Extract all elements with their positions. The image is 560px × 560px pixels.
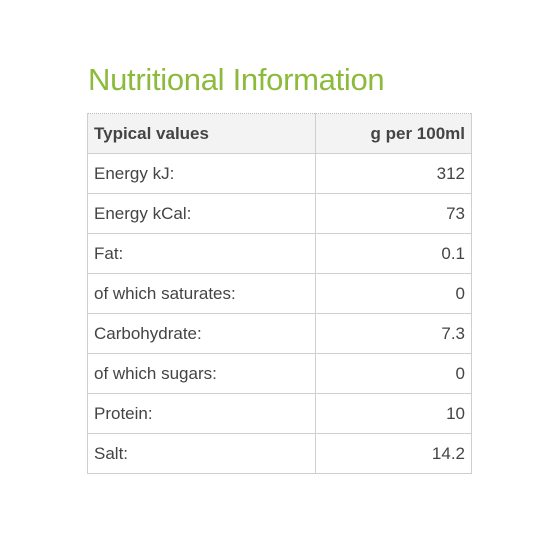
nutrient-label: Salt: [87,433,316,474]
nutrient-label: Energy kCal: [87,193,316,234]
page-title: Nutritional Information [88,62,385,97]
column-header-typical-values: Typical values [87,113,316,154]
table-row: Carbohydrate: 7.3 [87,313,472,354]
nutrition-table: Typical values g per 100ml Energy kJ: 31… [87,113,472,474]
nutrient-label: Fat: [87,233,316,274]
table-header-row: Typical values g per 100ml [87,113,472,154]
nutrient-value: 0 [315,353,472,394]
nutrient-label: Carbohydrate: [87,313,316,354]
nutrient-value: 14.2 [315,433,472,474]
table-row: Salt: 14.2 [87,433,472,474]
nutrient-label: of which sugars: [87,353,316,394]
table-row: Energy kJ: 312 [87,153,472,194]
table-row: of which sugars: 0 [87,353,472,394]
table-row: Fat: 0.1 [87,233,472,274]
nutrient-value: 10 [315,393,472,434]
nutrient-value: 0.1 [315,233,472,274]
nutrient-value: 0 [315,273,472,314]
table-row: Energy kCal: 73 [87,193,472,234]
column-header-per-100ml: g per 100ml [315,113,472,154]
nutrient-label: Energy kJ: [87,153,316,194]
nutrient-value: 312 [315,153,472,194]
nutrient-value: 7.3 [315,313,472,354]
nutrient-value: 73 [315,193,472,234]
table-row: of which saturates: 0 [87,273,472,314]
nutrient-label: of which saturates: [87,273,316,314]
nutrient-label: Protein: [87,393,316,434]
table-row: Protein: 10 [87,393,472,434]
